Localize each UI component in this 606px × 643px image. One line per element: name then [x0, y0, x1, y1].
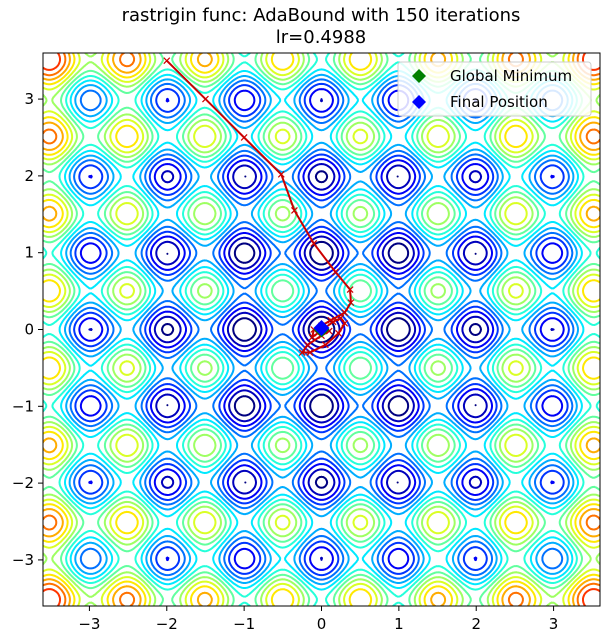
plot-area [43, 53, 600, 606]
contour-level [58, 68, 585, 591]
x-tick-label: 0 [317, 615, 327, 633]
y-tick-label: −2 [12, 474, 34, 492]
path-marker [321, 341, 329, 349]
path-marker [346, 286, 354, 293]
path-marker [329, 318, 337, 326]
legend-final-position-label: Final Position [450, 93, 548, 111]
y-tick-label: −3 [12, 551, 34, 569]
path-marker [298, 349, 306, 356]
contour-level [73, 82, 570, 577]
contour-level [43, 53, 600, 606]
path-marker [308, 333, 316, 341]
path-marker [347, 299, 355, 307]
path-marker [290, 207, 298, 214]
path-marker [337, 314, 345, 322]
y-tick-label: 3 [24, 90, 34, 108]
x-tick-label: −2 [156, 615, 178, 633]
contour-lines [43, 53, 600, 606]
y-tick-label: 2 [24, 167, 34, 185]
path-marker [341, 309, 349, 317]
x-axis: −3 −2 −1 0 1 2 3 [78, 606, 558, 633]
path-marker [304, 341, 311, 349]
y-tick-label: −1 [12, 397, 34, 415]
contour-level [78, 88, 565, 571]
special-points [313, 319, 330, 338]
chart-subtitle: lr=0.4988 [276, 27, 366, 48]
final-position-point [313, 319, 330, 336]
path-marker [306, 349, 314, 356]
contour-level [64, 73, 579, 586]
contour-level [161, 170, 482, 489]
legend-global-minimum-label: Global Minimum [450, 67, 572, 85]
chart-title: rastrigin func: AdaBound with 150 iterat… [122, 5, 521, 26]
y-axis: −3 −2 −1 0 1 2 3 [12, 90, 43, 569]
x-tick-label: 2 [471, 615, 481, 633]
path-marker [163, 57, 171, 65]
legend: Global Minimum Final Position [397, 61, 592, 117]
path-marker [341, 319, 349, 327]
legend-global-minimum-marker [412, 69, 426, 83]
x-tick-label: −1 [233, 615, 255, 633]
y-tick-label: 0 [24, 321, 34, 339]
contour-level [43, 53, 600, 606]
path-marker [335, 329, 342, 337]
contour-level [68, 78, 575, 581]
path-marker [240, 134, 248, 141]
path-marker [332, 268, 339, 276]
x-tick-label: −3 [78, 615, 100, 633]
path-marker [277, 170, 285, 178]
path-marker [202, 95, 209, 103]
x-tick-label: 1 [394, 615, 404, 633]
x-tick-label: 3 [549, 615, 559, 633]
contour-level [88, 98, 555, 561]
legend-box [397, 61, 592, 117]
legend-final-position-marker [412, 95, 426, 109]
path-marker [310, 240, 318, 247]
y-tick-label: 1 [24, 244, 34, 262]
